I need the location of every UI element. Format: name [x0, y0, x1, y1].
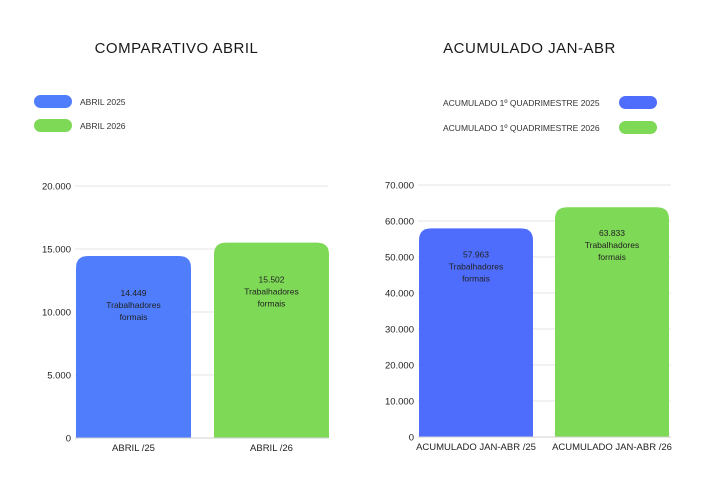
bar-chart-comparativo: 0 5.000 10.000 15.000 20.000 14.449 Trabalhado…: [42, 182, 329, 454]
bar-data-label: 14.449: [121, 288, 147, 298]
legend-item-acum-2025: ACUMULADO 1º QUADRIMESTRE 2025: [443, 96, 657, 110]
bar-data-label: Trabalhadores: [106, 300, 161, 310]
x-category-label: ABRIL /26: [250, 443, 293, 454]
legend-swatch: [619, 121, 657, 134]
chart-panel-comparativo: COMPARATIVO ABRIL ABRIL 2025 ABRIL 2026 …: [0, 0, 353, 500]
bar: [76, 255, 191, 438]
legend-label: ABRIL 2026: [80, 121, 126, 131]
y-tick-label: 60.000: [385, 217, 414, 228]
y-tick-label: 70.000: [385, 181, 414, 192]
y-tick-label: 20.000: [42, 182, 71, 193]
bar-data-label: Trabalhadores: [585, 240, 640, 250]
bar: [555, 207, 669, 437]
bar-data-label: formais: [462, 273, 490, 283]
legend-item-acum-2026: ACUMULADO 1º QUADRIMESTRE 2026: [443, 121, 657, 135]
bar-data-label: 57.963: [463, 249, 489, 259]
legend-item-2025: ABRIL 2025: [34, 95, 174, 109]
x-category-label: ACUMULADO JAN-ABR /26: [552, 442, 672, 453]
y-tick-label: 30.000: [385, 325, 414, 336]
chart-title: ACUMULADO JAN-ABR: [443, 40, 616, 57]
x-category-label: ACUMULADO JAN-ABR /25: [416, 442, 536, 453]
bar-data-label: formais: [258, 299, 286, 309]
bar-data-label: formais: [598, 252, 626, 262]
y-tick-label: 10.000: [385, 397, 414, 408]
y-tick-label: 10.000: [42, 308, 71, 319]
bar-data-label: 15.502: [259, 275, 285, 285]
y-tick-label: 50.000: [385, 253, 414, 264]
bar-data-label: Trabalhadores: [449, 261, 504, 271]
y-tick-label: 40.000: [385, 289, 414, 300]
legend-swatch: [619, 96, 657, 109]
y-tick-label: 20.000: [385, 361, 414, 372]
bar-data-label: formais: [120, 312, 148, 322]
legend-label: ABRIL 2025: [80, 97, 126, 107]
x-category-label: ABRIL /25: [112, 443, 155, 454]
y-tick-label: 15.000: [42, 245, 71, 256]
legend-label: ACUMULADO 1º QUADRIMESTRE 2026: [443, 123, 600, 133]
bar: [214, 242, 329, 438]
chart-title: COMPARATIVO ABRIL: [94, 40, 259, 57]
y-tick-label: 0: [66, 434, 71, 445]
y-tick-label: 5.000: [47, 371, 71, 382]
legend-swatch: [34, 119, 72, 132]
chart-panel-acumulado: ACUMULADO JAN-ABR ACUMULADO 1º QUADRIMES…: [353, 0, 706, 500]
bar-chart-acumulado: 0 10.000 20.000 30.000 40.000 50.000 60.000 70.…: [385, 181, 672, 454]
bar-data-label: 63.833: [599, 228, 625, 238]
bar: [419, 228, 533, 437]
legend-label: ACUMULADO 1º QUADRIMESTRE 2025: [443, 98, 600, 108]
y-tick-label: 0: [409, 433, 414, 444]
legend-item-2026: ABRIL 2026: [34, 119, 174, 133]
legend-swatch: [34, 95, 72, 108]
bar-data-label: Trabalhadores: [244, 287, 299, 297]
